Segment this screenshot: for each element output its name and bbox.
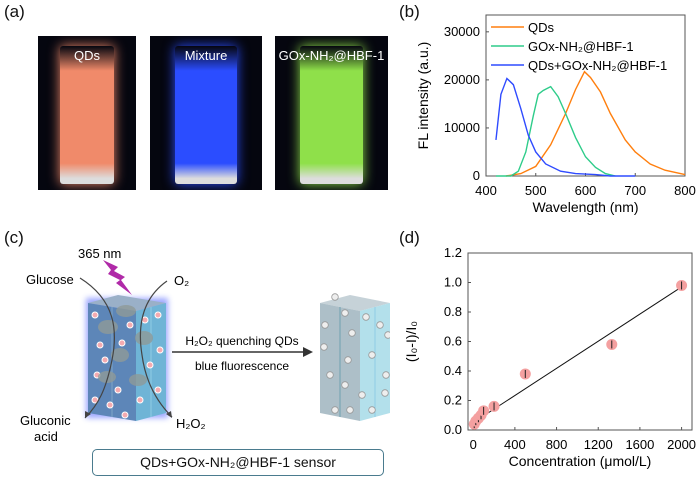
quenched-dot	[358, 391, 366, 399]
sensor-label-box: QDs+GOx-NH₂@HBF-1 sensor	[92, 449, 384, 476]
plot-frame	[467, 252, 693, 431]
quenched-dot	[320, 343, 328, 351]
x-tick-label: 0	[470, 437, 477, 452]
x-tick-label: 800	[674, 183, 696, 198]
qd-dot	[154, 311, 162, 319]
glucose-label: Glucose	[26, 272, 74, 287]
acid-label: acid	[34, 429, 58, 444]
x-tick-label: 400	[504, 437, 526, 452]
y-tick-label: 0.4	[444, 363, 462, 378]
photo-mixture: Mixture	[150, 36, 262, 190]
qd-dots	[91, 311, 164, 419]
glucose-path-arrow	[79, 277, 116, 419]
photo-title: GOx-NH₂@HBF-1	[278, 48, 385, 63]
quenched-dot	[341, 309, 349, 317]
quenched-dot	[331, 406, 339, 414]
quenched-dot	[368, 351, 376, 359]
photo-title: Mixture	[184, 48, 228, 63]
series-line-1	[495, 85, 616, 177]
photo-title: QDs	[74, 48, 100, 63]
qd-dot	[106, 401, 114, 409]
y-tick-label: 1.2	[444, 245, 462, 260]
x-tick-label: 2000	[667, 437, 696, 452]
cuvette	[299, 46, 364, 184]
legend-label: QDs	[528, 20, 555, 35]
quenched-dot	[346, 406, 354, 414]
qd-dot	[96, 341, 104, 349]
calibration-chart: 0 400 800 1200 1600 2000 0.0 0.2 0.4 0.6 0.8 1.0 1.2…	[403, 245, 696, 469]
qd-dot	[154, 386, 162, 394]
qd-dot	[91, 311, 99, 319]
panel-c-label: (c)	[4, 228, 24, 247]
quenched-qd-dots	[320, 293, 390, 414]
quenched-dot	[368, 406, 376, 414]
o2-path-arrow	[139, 280, 173, 418]
quenched-dot	[348, 329, 356, 337]
qd-dot	[91, 396, 99, 404]
fit-line	[472, 286, 682, 424]
quenched-dot	[321, 321, 329, 329]
y-tick-label: 0.2	[444, 393, 462, 408]
arrow-text-1: H₂O₂ quenching QDs	[185, 334, 298, 348]
x-axis-label: Concentration (μmol/L)	[509, 453, 652, 469]
y-tick-label: 0	[473, 168, 480, 183]
qd-dot	[121, 411, 129, 419]
series-line-2	[495, 77, 636, 177]
lightning-icon	[103, 260, 132, 295]
o2-label: O₂	[174, 273, 189, 288]
quenched-dot	[331, 293, 339, 301]
qd-dot	[126, 321, 134, 329]
series-line-0	[505, 70, 686, 177]
y-tick-label: 10000	[444, 120, 480, 135]
quenched-dot	[326, 371, 334, 379]
x-tick-label: 700	[624, 183, 646, 198]
x-tick-label: 600	[575, 183, 597, 198]
qd-dot	[156, 346, 164, 354]
y-axis-label: (I₀-I)/I₀	[403, 321, 419, 362]
quenched-dot	[344, 356, 352, 364]
arrow-text-2: blue fluorescence	[195, 359, 289, 373]
qd-dot	[136, 396, 144, 404]
qd-dot	[101, 356, 109, 364]
y-tick-label: 0.8	[444, 304, 462, 319]
h2o2-label: H₂O₂	[176, 416, 206, 431]
qd-dot	[118, 339, 126, 347]
quenched-dot	[381, 389, 389, 397]
cuvette	[174, 46, 238, 184]
y-tick-label: 0.0	[444, 422, 462, 437]
qd-dot	[114, 386, 122, 394]
x-tick-label: 1200	[584, 437, 613, 452]
quenched-dot	[362, 313, 370, 321]
scheme-diagram: 365 nm Glucose O₂ Gluconic acid H₂O₂ H₂O…	[20, 246, 390, 444]
x-tick-label: 800	[546, 437, 568, 452]
y-axis-label: FL intensity (a.u.)	[415, 42, 431, 150]
quenched-dot	[384, 331, 390, 339]
excitation-label: 365 nm	[78, 246, 121, 261]
x-axis-label: Wavelength (nm)	[532, 199, 638, 215]
x-tick-label: 400	[475, 183, 497, 198]
gluconic-label: Gluconic	[20, 413, 71, 428]
quenched-dot	[376, 321, 384, 329]
y-tick-label: 20000	[444, 72, 480, 87]
legend-label: GOx-NH₂@HBF-1	[528, 39, 634, 54]
x-tick-label: 1600	[625, 437, 654, 452]
cuvette	[59, 46, 115, 184]
y-tick-label: 0.6	[444, 334, 462, 349]
panel-d-label: (d)	[399, 228, 420, 247]
quenched-dot	[382, 371, 390, 379]
quenched-dot	[341, 381, 349, 389]
panel-a-label: (a)	[4, 2, 25, 21]
x-tick-label: 500	[525, 183, 547, 198]
y-tick-label: 1.0	[444, 275, 462, 290]
spectra-chart: 400 500 600 700 800 0 10000 20000 30000 Wavelengt…	[415, 14, 696, 215]
photo-qds: QDs	[38, 36, 136, 190]
panel-b-label: (b)	[399, 2, 420, 21]
legend-label: QDs+GOx-NH₂@HBF-1	[528, 58, 667, 73]
y-tick-label: 30000	[444, 24, 480, 39]
photo-gox: GOx-NH₂@HBF-1	[275, 36, 388, 190]
hbf-block-right	[320, 295, 390, 421]
qd-dot	[146, 361, 154, 369]
